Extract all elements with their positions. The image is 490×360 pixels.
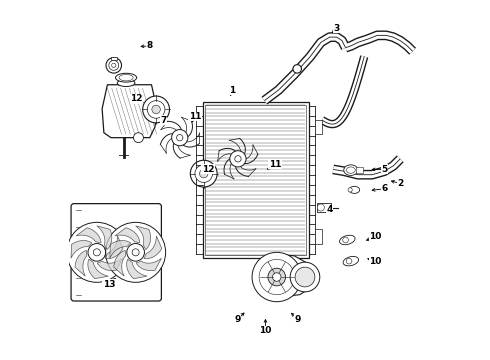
- Ellipse shape: [117, 80, 135, 86]
- Text: 1: 1: [229, 86, 236, 95]
- Ellipse shape: [119, 75, 133, 81]
- Polygon shape: [257, 254, 310, 296]
- Circle shape: [343, 237, 348, 243]
- Circle shape: [106, 222, 166, 282]
- Ellipse shape: [344, 165, 358, 175]
- Circle shape: [143, 96, 170, 123]
- Circle shape: [268, 268, 286, 286]
- Circle shape: [295, 267, 315, 287]
- Circle shape: [290, 262, 320, 292]
- Circle shape: [132, 249, 139, 256]
- Text: 11: 11: [269, 159, 281, 168]
- Circle shape: [127, 243, 145, 261]
- Circle shape: [133, 133, 144, 143]
- Polygon shape: [114, 250, 125, 276]
- Ellipse shape: [348, 188, 352, 192]
- Polygon shape: [75, 250, 87, 276]
- Polygon shape: [71, 240, 92, 258]
- Polygon shape: [105, 236, 123, 259]
- Polygon shape: [110, 240, 131, 258]
- Text: 8: 8: [147, 41, 153, 50]
- Text: 12: 12: [202, 165, 214, 174]
- Circle shape: [88, 243, 106, 261]
- Text: 10: 10: [369, 232, 382, 241]
- Polygon shape: [97, 258, 122, 271]
- Polygon shape: [76, 228, 101, 243]
- Text: 12: 12: [130, 94, 143, 103]
- Bar: [356, 167, 363, 173]
- Text: 4: 4: [326, 206, 333, 215]
- Text: 2: 2: [397, 179, 403, 188]
- Bar: [203, 102, 309, 258]
- Text: 13: 13: [103, 280, 116, 289]
- Circle shape: [147, 101, 165, 118]
- Circle shape: [259, 259, 294, 294]
- Ellipse shape: [343, 256, 359, 266]
- Circle shape: [346, 258, 352, 264]
- Circle shape: [172, 130, 188, 146]
- Circle shape: [252, 252, 301, 302]
- Polygon shape: [115, 228, 140, 243]
- Text: 3: 3: [334, 24, 340, 33]
- Polygon shape: [136, 258, 161, 271]
- Bar: [205, 105, 306, 255]
- Text: 7: 7: [161, 116, 167, 125]
- Circle shape: [152, 105, 160, 114]
- Text: 9: 9: [294, 315, 300, 324]
- Bar: [315, 120, 322, 134]
- Circle shape: [190, 160, 217, 187]
- Circle shape: [93, 249, 100, 256]
- Circle shape: [176, 135, 183, 141]
- Circle shape: [106, 58, 122, 73]
- Text: 10: 10: [259, 327, 271, 336]
- Circle shape: [67, 222, 127, 282]
- Circle shape: [199, 170, 208, 178]
- Polygon shape: [144, 236, 162, 259]
- Ellipse shape: [349, 186, 360, 193]
- Polygon shape: [97, 226, 112, 249]
- Ellipse shape: [116, 73, 137, 82]
- Text: 9: 9: [234, 315, 241, 324]
- Text: 11: 11: [189, 112, 201, 121]
- Circle shape: [112, 63, 116, 67]
- FancyBboxPatch shape: [71, 204, 161, 301]
- Ellipse shape: [340, 235, 355, 245]
- Polygon shape: [126, 259, 147, 279]
- Circle shape: [195, 165, 213, 183]
- Ellipse shape: [346, 167, 355, 173]
- Bar: [111, 57, 117, 60]
- Bar: [318, 203, 331, 212]
- Circle shape: [235, 156, 241, 162]
- Circle shape: [272, 273, 281, 281]
- Circle shape: [318, 204, 324, 211]
- Polygon shape: [136, 226, 150, 249]
- Text: 5: 5: [381, 165, 388, 174]
- Circle shape: [293, 65, 301, 73]
- Circle shape: [230, 151, 246, 167]
- Text: 6: 6: [381, 184, 388, 193]
- Circle shape: [109, 60, 119, 70]
- Polygon shape: [102, 85, 157, 138]
- Polygon shape: [88, 259, 108, 279]
- Text: 10: 10: [369, 257, 382, 266]
- Bar: [315, 229, 322, 243]
